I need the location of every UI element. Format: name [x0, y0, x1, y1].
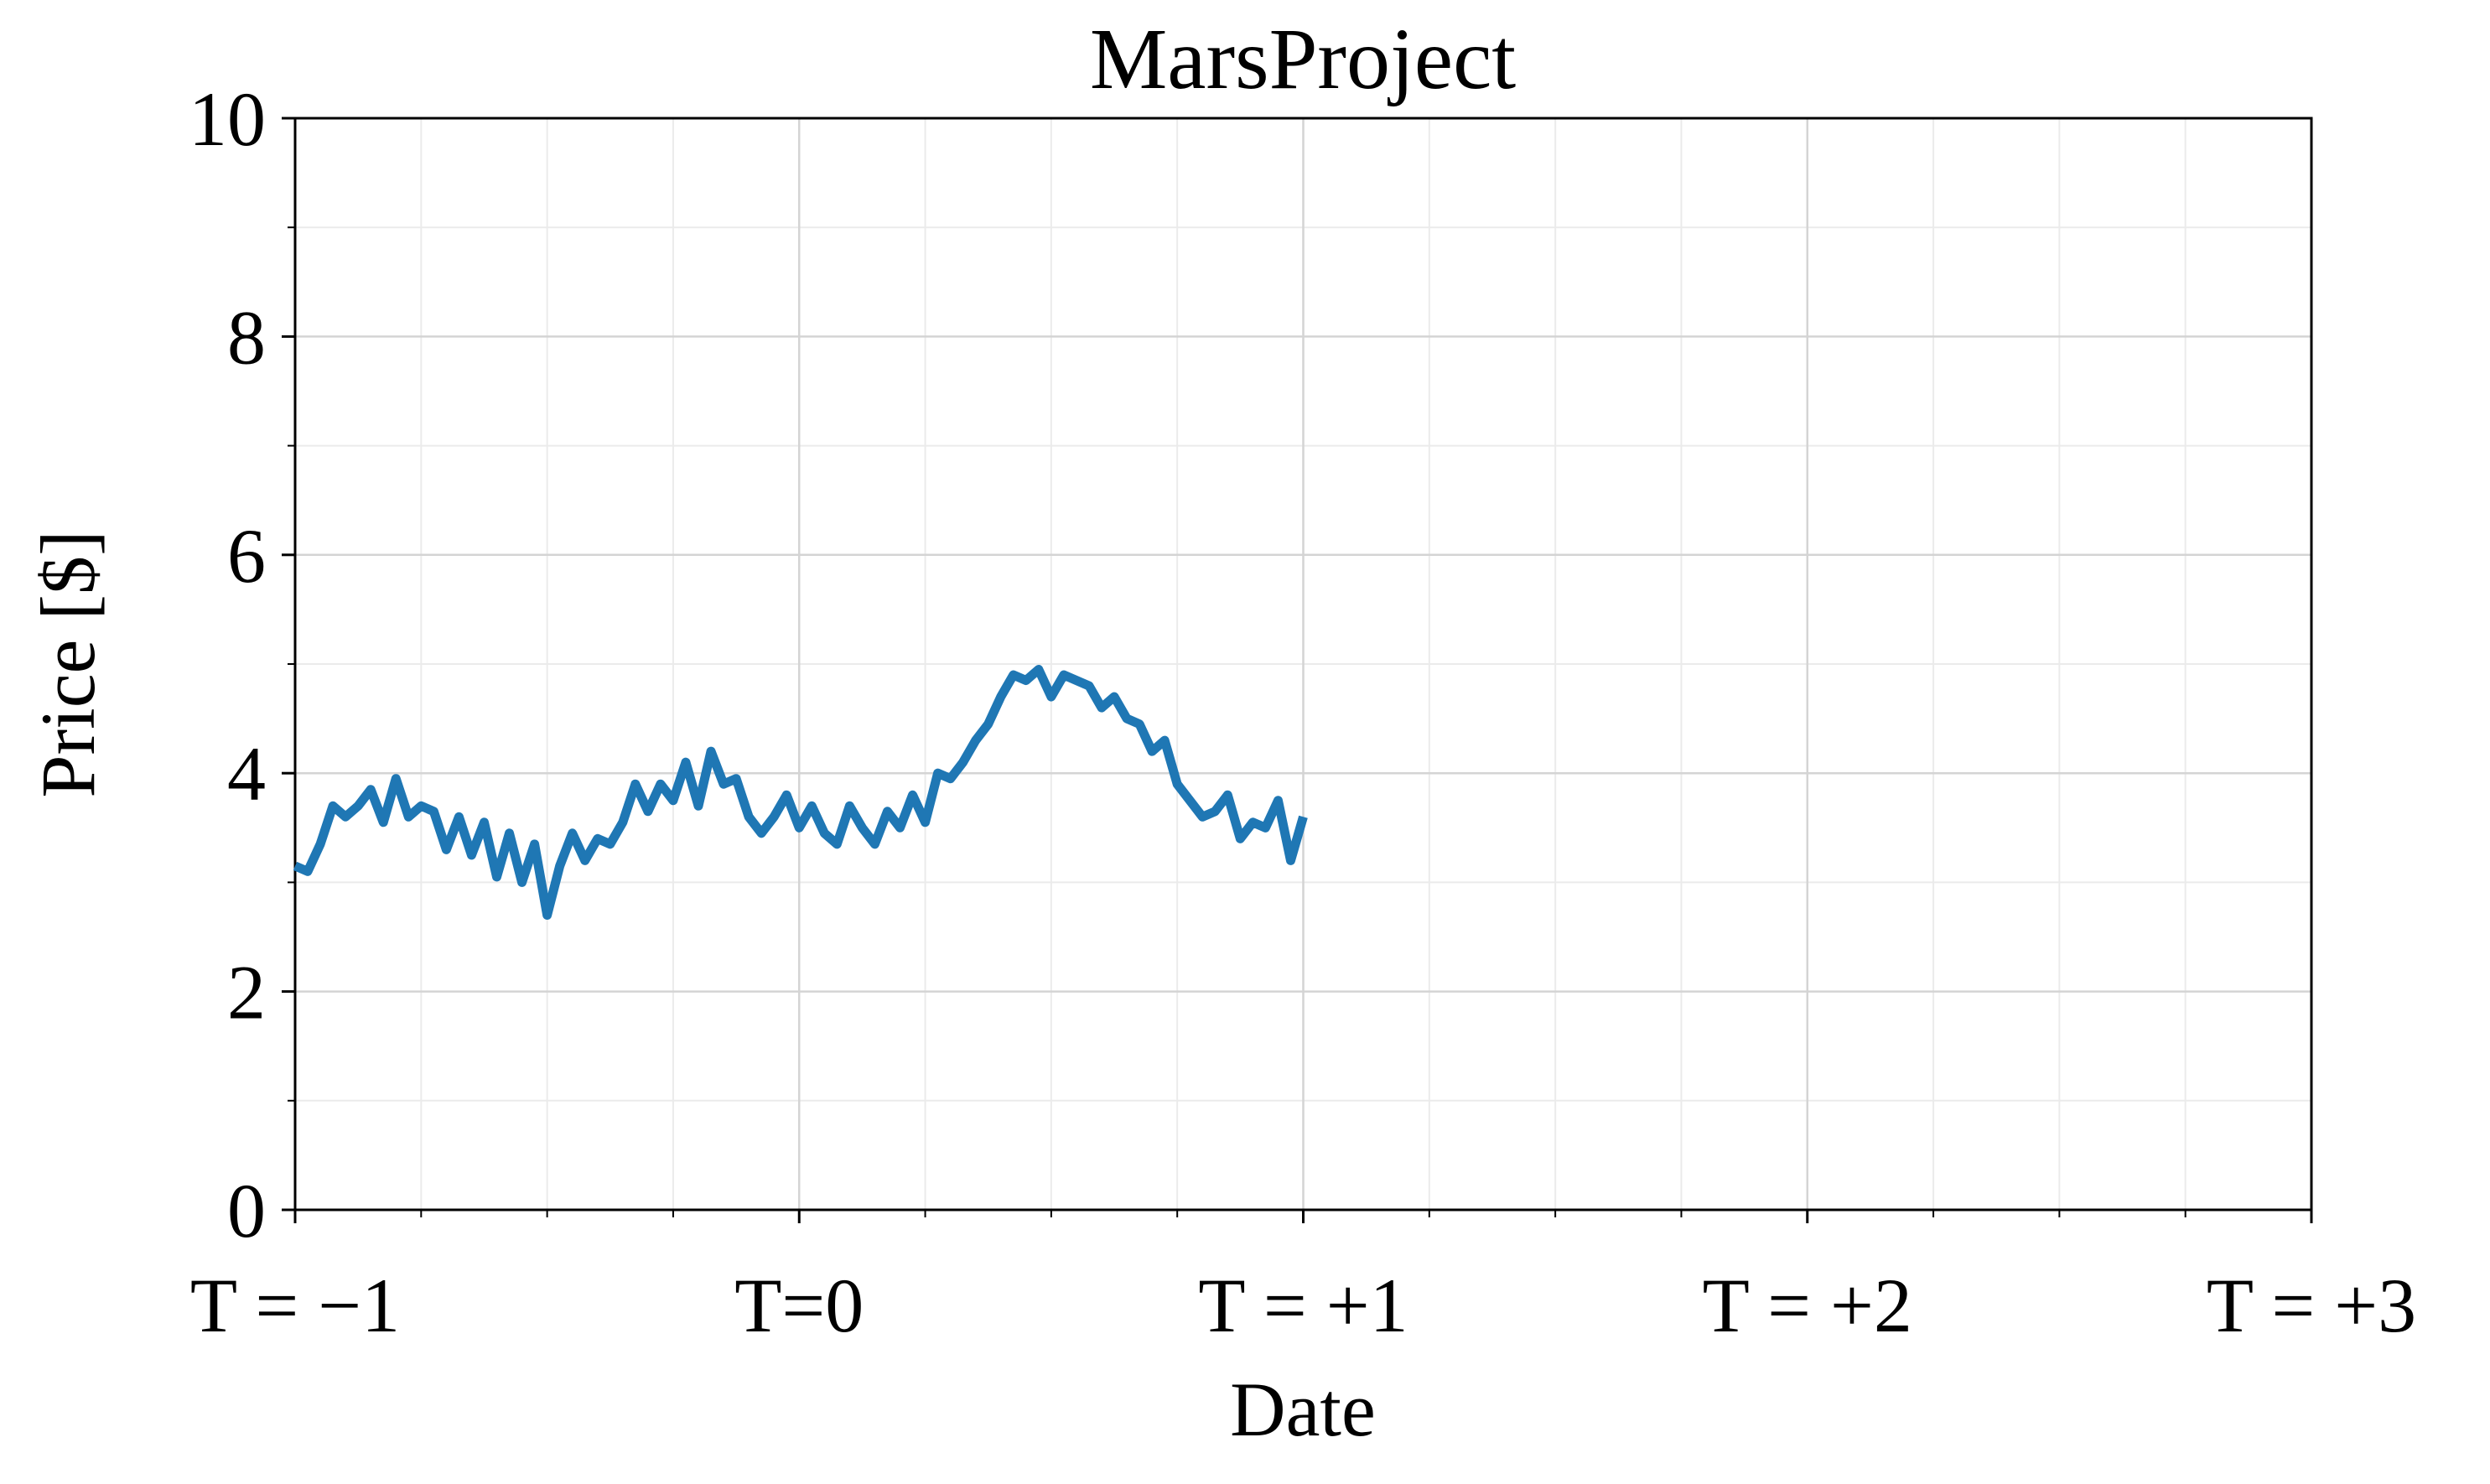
y-tick-label: 4 — [227, 731, 266, 817]
plot-frame — [293, 117, 2313, 1212]
y-tick-label: 8 — [227, 294, 266, 380]
x-axis-label: Date — [1230, 1367, 1376, 1452]
x-tick-label: T = −1 — [190, 1263, 400, 1348]
y-axis-label: Price [$] — [25, 530, 111, 797]
x-tick-label: T=0 — [734, 1263, 864, 1348]
data-line — [293, 665, 1308, 920]
y-tick-label: 6 — [227, 513, 266, 599]
x-tick-label: T = +1 — [1198, 1263, 1408, 1348]
chart-title: MarsProject — [1090, 11, 1516, 107]
x-tick-label: T = +2 — [1703, 1263, 1912, 1348]
y-tick-label: 0 — [227, 1168, 266, 1253]
y-tick-label: 2 — [227, 950, 266, 1035]
y-tick-label: 10 — [189, 76, 266, 162]
x-tick-label: T = +3 — [2207, 1263, 2416, 1348]
